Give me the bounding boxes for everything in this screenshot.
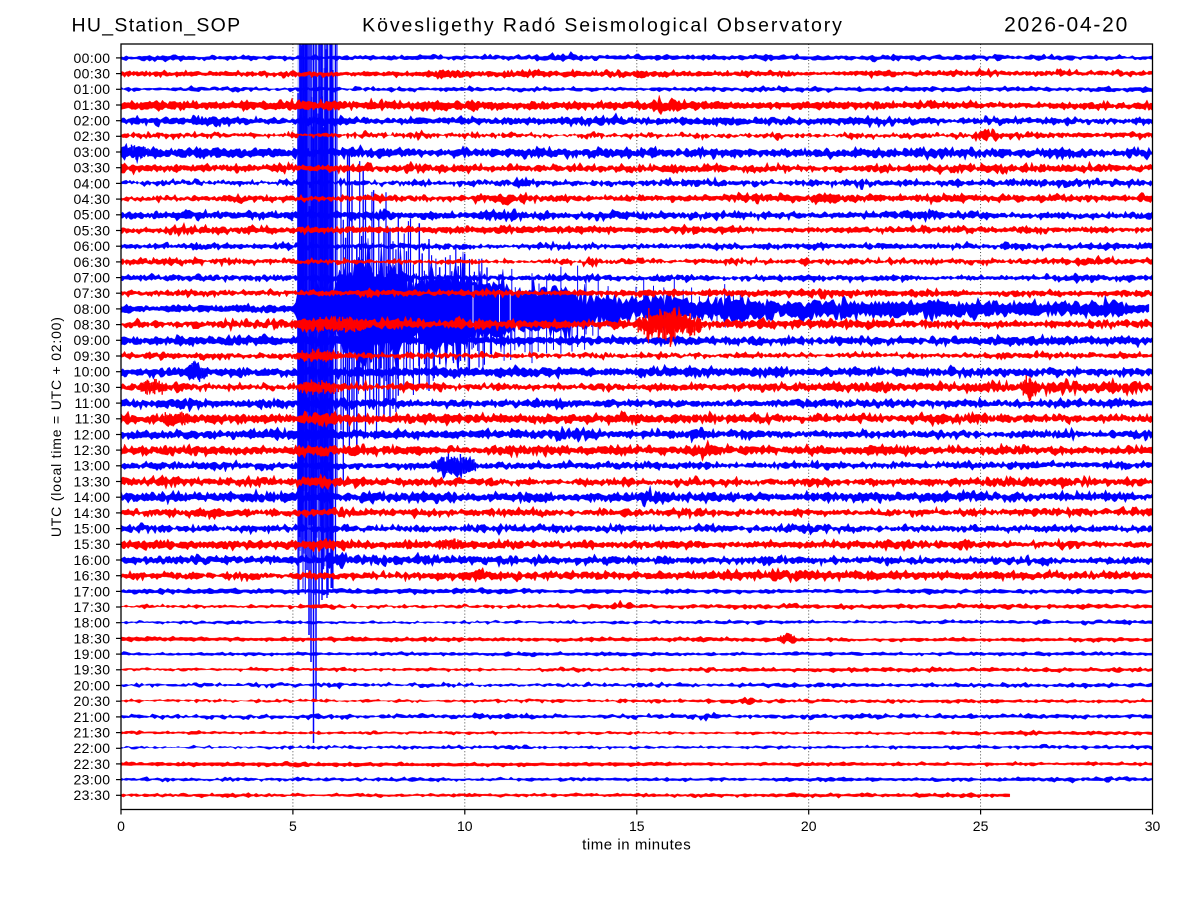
svg-text:08:30: 08:30 [73,317,110,333]
svg-text:06:30: 06:30 [73,254,110,270]
svg-text:08:00: 08:00 [73,301,110,317]
svg-text:02:00: 02:00 [73,113,110,129]
svg-text:22:30: 22:30 [73,756,110,772]
svg-text:UTC (local time = UTC + 02:00): UTC (local time = UTC + 02:00) [48,316,64,537]
svg-text:06:00: 06:00 [73,238,110,254]
svg-text:14:00: 14:00 [73,489,110,505]
svg-text:09:00: 09:00 [73,332,110,348]
svg-text:Kövesligethy Radó Seismologica: Kövesligethy Radó Seismological Observat… [362,15,844,37]
svg-text:15:00: 15:00 [73,521,110,537]
svg-text:18:30: 18:30 [73,630,110,646]
svg-text:17:30: 17:30 [73,599,110,615]
svg-text:17:00: 17:00 [73,583,110,599]
svg-text:13:00: 13:00 [73,458,110,474]
svg-text:18:00: 18:00 [73,615,110,631]
svg-text:03:00: 03:00 [73,144,110,160]
svg-text:25: 25 [973,818,989,834]
svg-text:21:30: 21:30 [73,725,110,741]
svg-text:01:00: 01:00 [73,81,110,97]
svg-text:20: 20 [801,818,817,834]
svg-text:19:00: 19:00 [73,646,110,662]
svg-text:09:30: 09:30 [73,348,110,364]
svg-text:01:30: 01:30 [73,97,110,113]
svg-text:11:00: 11:00 [75,395,111,411]
svg-text:23:30: 23:30 [73,787,110,803]
svg-text:19:30: 19:30 [73,662,110,678]
svg-text:13:30: 13:30 [73,473,110,489]
svg-text:10: 10 [457,818,473,834]
svg-text:15: 15 [629,818,645,834]
svg-text:10:00: 10:00 [73,364,110,380]
svg-text:05:00: 05:00 [73,207,110,223]
svg-text:14:30: 14:30 [73,505,110,521]
svg-text:07:00: 07:00 [73,270,110,286]
svg-text:07:30: 07:30 [73,285,110,301]
svg-text:15:30: 15:30 [73,536,110,552]
svg-text:05:30: 05:30 [73,222,110,238]
svg-text:0: 0 [117,818,125,834]
svg-text:23:00: 23:00 [73,772,110,788]
svg-text:HU_Station_SOP: HU_Station_SOP [72,15,242,37]
svg-text:12:00: 12:00 [73,426,110,442]
svg-text:20:30: 20:30 [73,693,110,709]
svg-text:16:30: 16:30 [73,568,110,584]
svg-text:03:30: 03:30 [73,160,110,176]
svg-text:time in minutes: time in minutes [582,837,691,854]
svg-text:10:30: 10:30 [73,379,110,395]
svg-text:04:30: 04:30 [73,191,110,207]
svg-text:02:30: 02:30 [73,128,110,144]
svg-text:00:00: 00:00 [73,50,110,66]
svg-text:00:30: 00:30 [73,66,110,82]
svg-text:22:00: 22:00 [73,740,110,756]
svg-text:30: 30 [1145,818,1161,834]
svg-text:2026-04-20: 2026-04-20 [1004,14,1129,37]
svg-text:16:00: 16:00 [73,552,110,568]
svg-text:04:00: 04:00 [73,175,110,191]
svg-text:5: 5 [289,818,297,834]
svg-text:12:30: 12:30 [73,442,110,458]
svg-text:21:00: 21:00 [73,709,110,725]
svg-text:11:30: 11:30 [75,411,111,427]
svg-text:20:00: 20:00 [73,677,110,693]
